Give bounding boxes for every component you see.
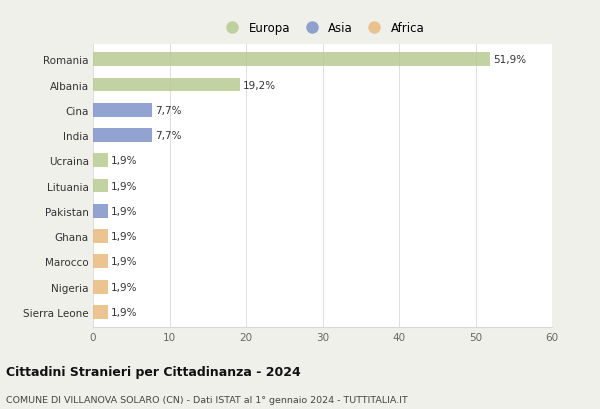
Text: 51,9%: 51,9% <box>493 55 526 65</box>
Bar <box>93 280 107 294</box>
Bar <box>93 204 107 218</box>
Text: 1,9%: 1,9% <box>110 257 137 267</box>
Bar <box>93 255 107 269</box>
Bar <box>93 179 107 193</box>
Bar <box>93 229 107 243</box>
Bar <box>93 129 152 143</box>
Text: 1,9%: 1,9% <box>110 206 137 216</box>
Bar <box>93 154 107 168</box>
Bar <box>93 53 490 67</box>
Text: 1,9%: 1,9% <box>110 282 137 292</box>
Text: 1,9%: 1,9% <box>110 231 137 241</box>
Text: 1,9%: 1,9% <box>110 181 137 191</box>
Bar <box>93 79 240 92</box>
Text: 1,9%: 1,9% <box>110 156 137 166</box>
Text: Cittadini Stranieri per Cittadinanza - 2024: Cittadini Stranieri per Cittadinanza - 2… <box>6 365 301 378</box>
Text: 7,7%: 7,7% <box>155 106 181 115</box>
Text: 7,7%: 7,7% <box>155 131 181 141</box>
Bar <box>93 103 152 117</box>
Legend: Europa, Asia, Africa: Europa, Asia, Africa <box>218 20 427 38</box>
Text: COMUNE DI VILLANOVA SOLARO (CN) - Dati ISTAT al 1° gennaio 2024 - TUTTITALIA.IT: COMUNE DI VILLANOVA SOLARO (CN) - Dati I… <box>6 395 408 404</box>
Text: 19,2%: 19,2% <box>243 80 276 90</box>
Bar <box>93 305 107 319</box>
Text: 1,9%: 1,9% <box>110 307 137 317</box>
